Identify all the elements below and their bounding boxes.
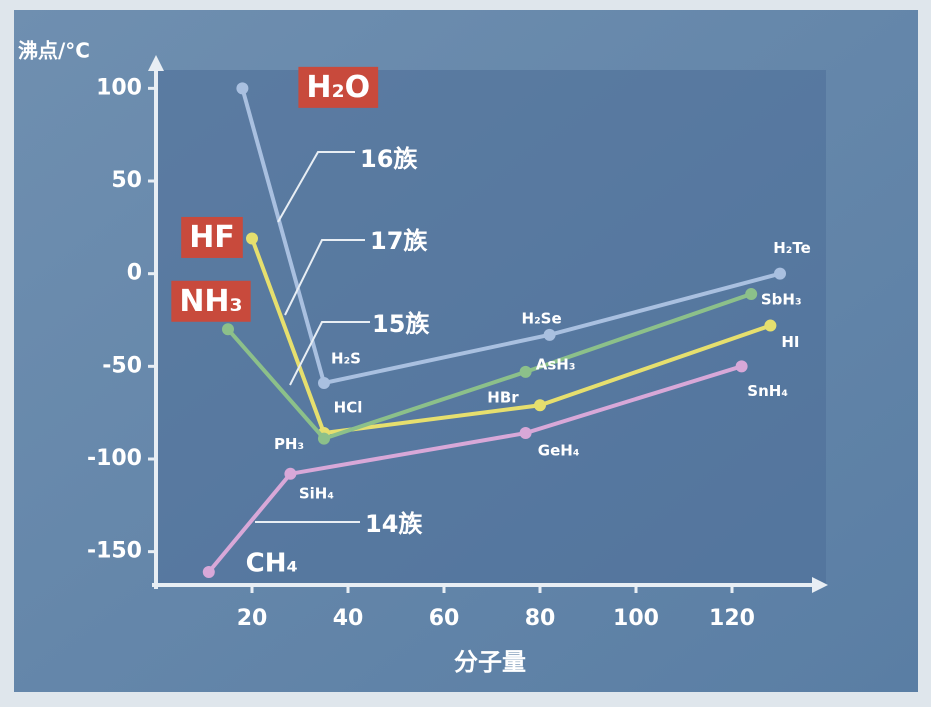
y-tick-label: 50 [111, 168, 142, 193]
x-tick-label: 80 [525, 606, 556, 631]
point-label: SiH₄ [299, 484, 334, 502]
point [318, 433, 330, 445]
x-tick-label: 40 [333, 606, 364, 631]
point [745, 288, 757, 300]
point-label: HCl [334, 399, 363, 417]
x-tick-label: 20 [237, 606, 268, 631]
series-name: 17族 [370, 227, 428, 255]
point [764, 320, 776, 332]
point-label: SnH₄ [747, 382, 788, 400]
y-tick-label: -100 [87, 446, 142, 471]
point [534, 399, 546, 411]
y-tick-label: -150 [87, 539, 142, 564]
point-label: AsH₃ [536, 355, 576, 373]
point [774, 268, 786, 280]
plot-area [156, 70, 826, 585]
point-label: HBr [487, 389, 519, 407]
y-tick-label: 0 [127, 261, 142, 286]
y-tick-label: 100 [96, 75, 142, 100]
point [318, 377, 330, 389]
x-tick-label: 100 [613, 606, 659, 631]
x-tick-label: 120 [709, 606, 755, 631]
chart: 沸点/°C 分子量 100 50 0 -50 -100 -150 20 40 60 80 100 12… [0, 0, 931, 707]
point-label: GeH₄ [538, 442, 580, 460]
series-name: 16族 [360, 145, 418, 173]
point [203, 566, 215, 578]
y-axis-title: 沸点/°C [18, 39, 90, 63]
point [520, 427, 532, 439]
point [736, 360, 748, 372]
y-tick-label: -50 [102, 353, 142, 378]
point [544, 329, 556, 341]
series-name: 15族 [372, 310, 430, 338]
point-label: PH₃ [274, 435, 304, 453]
x-axis-title: 分子量 [454, 648, 526, 676]
point [236, 82, 248, 94]
point-label: NH₃ [179, 284, 242, 319]
point-label: HF [189, 220, 235, 255]
point [246, 232, 258, 244]
series-name: 14族 [365, 510, 423, 538]
point-label: H₂Se [522, 309, 562, 327]
point-label: H₂Te [773, 239, 811, 257]
x-tick-label: 60 [429, 606, 460, 631]
point-label: H₂O [306, 70, 370, 105]
point-label: SbH₃ [761, 291, 802, 309]
point [222, 323, 234, 335]
point-label: HI [781, 333, 799, 351]
point-label: CH₄ [246, 549, 298, 579]
point [520, 366, 532, 378]
point-label: H₂S [331, 350, 361, 368]
point [284, 468, 296, 480]
